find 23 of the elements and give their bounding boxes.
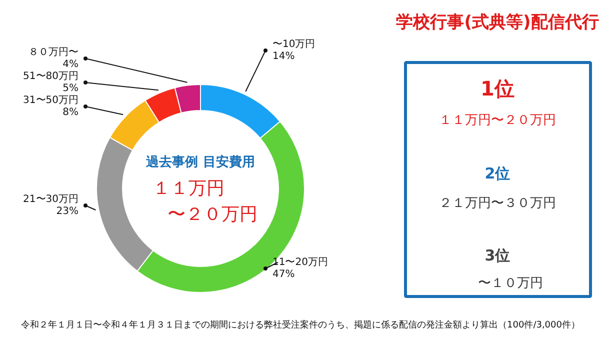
text: ２１万円〜３０万円: [439, 196, 556, 211]
data-label: 14%: [272, 51, 295, 62]
text: 2位: [484, 164, 510, 182]
data-label: 8%: [62, 107, 79, 118]
data-label: 5%: [62, 83, 79, 94]
slice-label: 21〜30万円: [23, 194, 79, 205]
text: 1位: [480, 76, 514, 100]
text: １１万円: [152, 178, 224, 199]
text: １１万円〜２０万円: [439, 113, 556, 128]
text: 令和２年１月１日〜令和４年１月３１日までの期間における弊社受注案件のうち、掲題に係る配信の発注金額より算出（100件/3,000件）: [21, 320, 580, 330]
text: 〜２０万円: [168, 204, 258, 225]
data-label: 23%: [56, 206, 79, 217]
data-label: 47%: [272, 269, 295, 280]
text: 学校行事(式典等)配信代行: [396, 12, 599, 32]
text: 過去事例 目安費用: [145, 154, 255, 170]
data-label: 4%: [62, 59, 79, 70]
slice-label: 〜10万円: [272, 39, 316, 50]
text: 3位: [484, 246, 510, 264]
text: 〜１０万円: [478, 276, 543, 291]
slice-label: ８０万円〜: [28, 47, 78, 58]
slice-label: 31〜50万円: [23, 95, 79, 106]
slice-label: 11〜20万円: [272, 257, 328, 268]
slice-label: 51〜80万円: [23, 71, 79, 82]
